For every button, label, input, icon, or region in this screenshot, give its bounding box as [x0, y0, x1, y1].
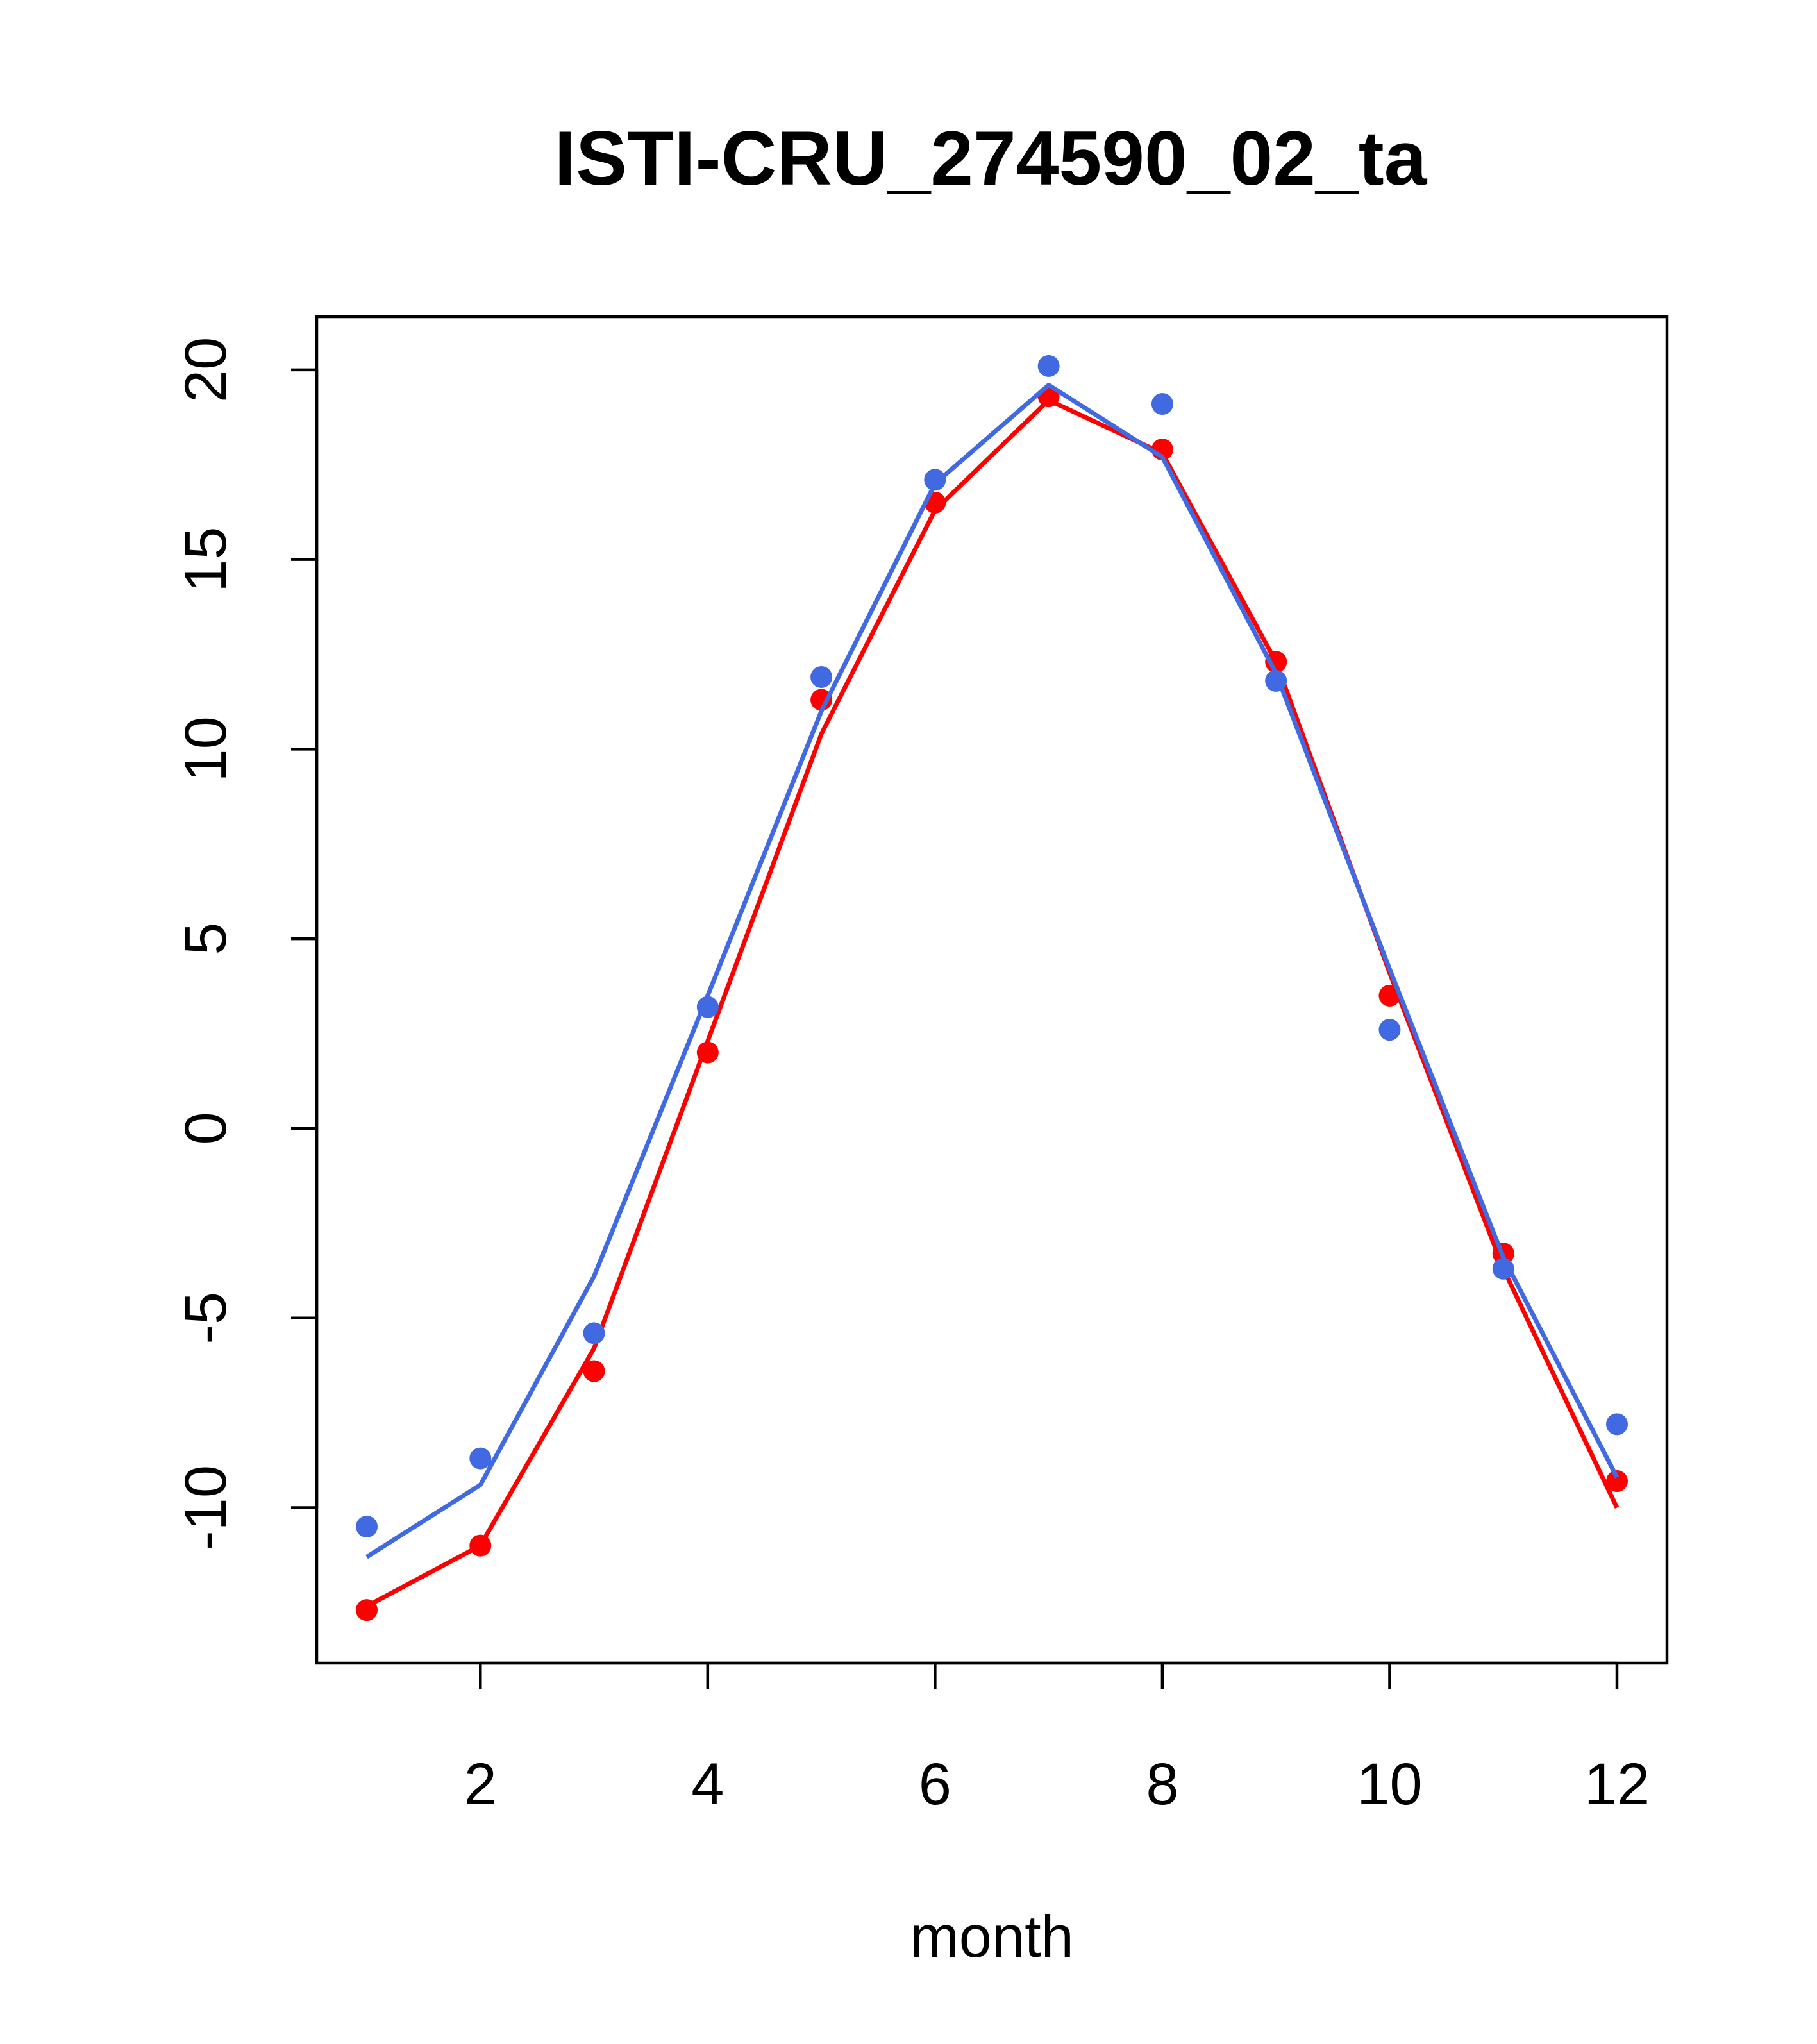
- series-2-point: [1378, 1019, 1401, 1041]
- series-2-point: [1151, 393, 1173, 415]
- chart-title: ISTI-CRU_274590_02_ta: [555, 115, 1428, 201]
- series-1-point: [1606, 1470, 1628, 1493]
- x-tick-label: 10: [1357, 1752, 1422, 1817]
- x-axis-label: month: [910, 1904, 1074, 1970]
- x-tick-label: 2: [464, 1752, 497, 1817]
- series-2: [356, 355, 1628, 1559]
- series-2-point: [469, 1447, 492, 1470]
- y-axis: -10 -5 0 5 10 15 20: [173, 337, 319, 1550]
- x-axis: 2 4 6 8 10 12: [464, 1661, 1650, 1817]
- plot-frame: [315, 315, 1669, 1665]
- series-layer: [356, 355, 1628, 1621]
- y-tick-label: 5: [173, 923, 239, 955]
- series-2-point: [1037, 355, 1060, 377]
- series-1: [356, 385, 1628, 1621]
- y-tick-label: -5: [173, 1292, 239, 1345]
- series-1-point: [583, 1360, 605, 1382]
- series-2-point: [924, 469, 946, 491]
- y-tick-label: 0: [173, 1112, 239, 1144]
- series-2-point: [1606, 1413, 1628, 1436]
- series-2-point: [1492, 1257, 1514, 1280]
- series-1-line: [365, 398, 1620, 1609]
- y-tick-label: 10: [173, 716, 239, 782]
- series-2-line: [365, 382, 1620, 1559]
- x-tick-label: 12: [1584, 1752, 1650, 1817]
- y-tick-label: 20: [173, 337, 239, 403]
- series-2-point: [583, 1322, 605, 1345]
- x-tick-label: 8: [1146, 1752, 1178, 1817]
- series-1-point: [1378, 984, 1401, 1007]
- x-tick-label: 4: [691, 1752, 724, 1817]
- series-1-point: [696, 1041, 719, 1064]
- series-1-point: [469, 1534, 492, 1557]
- series-2-point: [1265, 669, 1287, 692]
- series-2-point: [696, 996, 719, 1018]
- x-tick-label: 6: [919, 1752, 951, 1817]
- series-2-point: [356, 1516, 378, 1538]
- y-tick-label: -10: [173, 1465, 239, 1550]
- series-1-point: [356, 1599, 378, 1621]
- y-tick-label: 15: [173, 526, 239, 592]
- series-2-point: [810, 666, 833, 688]
